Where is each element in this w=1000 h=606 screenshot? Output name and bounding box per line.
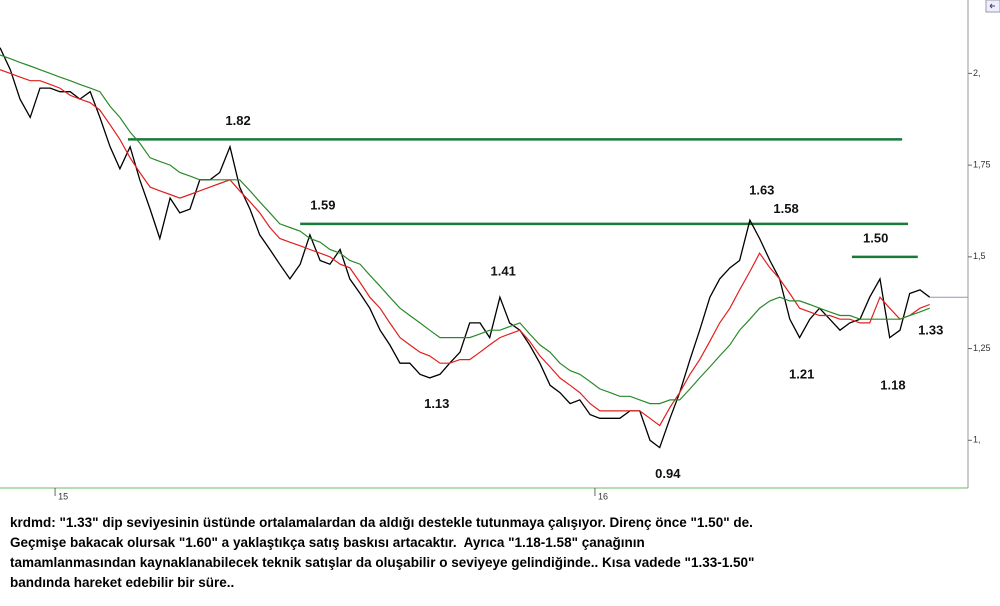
price-line (0, 54, 930, 405)
x-tick-label: 16 (598, 491, 608, 500)
annotation: 1.21 (789, 367, 814, 382)
commentary-line: Geçmişe bakacak olursak "1.60" a yaklaşt… (10, 535, 645, 550)
chart: 1, 1,25 1,5 1,75 2, 15 16 1.82 1.59 1.41 1.13 0.94 1… (0, 0, 1000, 500)
y-tick-label: 1,75 (973, 159, 991, 169)
y-tick-label: 1,25 (973, 343, 991, 353)
annotation: 1.82 (225, 113, 250, 128)
annotation: 0.94 (655, 466, 681, 481)
commentary-line: bandında hareket edebilir bir süre.. (10, 575, 235, 590)
commentary-line: krdmd: "1.33" dip seviyesinin üstünde or… (10, 515, 753, 530)
x-tick-label: 15 (58, 491, 68, 500)
price-line (0, 47, 931, 449)
annotation: 1.63 (749, 183, 774, 198)
y-tick-label: 2, (973, 68, 981, 78)
annotation: 1.18 (880, 378, 905, 393)
commentary: krdmd: "1.33" dip seviyesinin üstünde or… (10, 513, 995, 593)
annotation: 1.58 (773, 201, 798, 216)
arrow-icon (989, 3, 995, 9)
y-tick-label: 1,5 (973, 251, 986, 261)
y-tick-label: 1, (973, 435, 981, 445)
annotation: 1.41 (491, 263, 516, 278)
annotation: 1.59 (310, 197, 335, 212)
annotation: 1.50 (863, 230, 888, 245)
annotation: 1.13 (424, 396, 449, 411)
annotation: 1.33 (918, 323, 943, 338)
price-line (0, 69, 930, 427)
commentary-line: tamamlanmasından kaynaklanabilecek tekni… (10, 555, 755, 570)
